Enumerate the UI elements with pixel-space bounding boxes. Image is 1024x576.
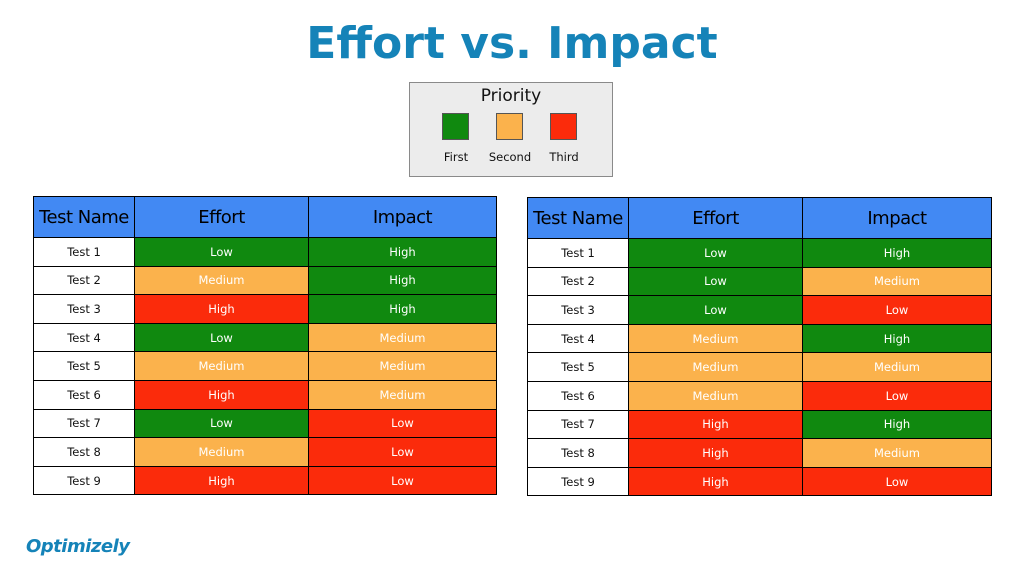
table-header-row: Test Name Effort Impact <box>33 196 497 238</box>
test-name-cell: Test 9 <box>527 466 629 497</box>
effort-cell: Medium <box>134 437 309 467</box>
impact-cell: High <box>802 409 992 440</box>
effort-cell: Medium <box>134 265 309 296</box>
table-header-row: Test Name Effort Impact <box>527 197 992 239</box>
table-row: Test 5 Medium Medium <box>33 351 497 381</box>
optimizely-logo: Optimizely <box>26 536 130 557</box>
header-impact: Impact <box>308 196 497 238</box>
legend-label-third: Third <box>549 150 579 164</box>
page-title: Effort vs. Impact <box>306 18 718 69</box>
header-test-name: Test Name <box>527 197 629 239</box>
header-effort: Effort <box>134 196 309 238</box>
test-name-cell: Test 7 <box>33 408 135 439</box>
swatch-first <box>442 113 469 140</box>
effort-impact-table-2: Test Name Effort Impact Test 1 Low High Tes… <box>527 197 992 497</box>
test-name-cell: Test 8 <box>33 437 135 467</box>
table-row: Test 9 High Low <box>527 466 992 497</box>
effort-cell: Medium <box>628 352 803 382</box>
impact-cell: Medium <box>308 379 497 410</box>
effort-cell: Medium <box>628 323 803 354</box>
swatch-third <box>550 113 577 140</box>
effort-cell: High <box>628 409 803 440</box>
table-row: Test 2 Low Medium <box>527 266 992 297</box>
test-name-cell: Test 1 <box>33 237 135 267</box>
impact-cell: Low <box>308 437 497 467</box>
table-row: Test 3 High High <box>33 294 497 324</box>
legend-label-second: Second <box>488 150 532 164</box>
table-row: Test 5 Medium Medium <box>527 352 992 382</box>
test-name-cell: Test 4 <box>527 323 629 354</box>
table-row: Test 7 High High <box>527 409 992 440</box>
effort-cell: Low <box>628 295 803 325</box>
header-effort: Effort <box>628 197 803 239</box>
test-name-cell: Test 9 <box>33 465 135 496</box>
impact-cell: Medium <box>802 266 992 297</box>
table-row: Test 4 Medium High <box>527 323 992 354</box>
effort-cell: Low <box>628 238 803 268</box>
effort-cell: Low <box>134 408 309 439</box>
effort-cell: Low <box>628 266 803 297</box>
table-row: Test 3 Low Low <box>527 295 992 325</box>
legend-label-first: First <box>443 150 469 164</box>
effort-cell: High <box>134 294 309 324</box>
test-name-cell: Test 1 <box>527 238 629 268</box>
effort-cell: High <box>628 466 803 497</box>
priority-legend: Priority First Second Third <box>409 82 613 177</box>
legend-title: Priority <box>480 86 542 106</box>
table-row: Test 4 Low Medium <box>33 322 497 353</box>
effort-cell: High <box>628 438 803 468</box>
impact-cell: High <box>308 237 497 267</box>
test-name-cell: Test 3 <box>527 295 629 325</box>
impact-cell: High <box>802 238 992 268</box>
impact-cell: Low <box>308 408 497 439</box>
impact-cell: High <box>802 323 992 354</box>
test-name-cell: Test 4 <box>33 322 135 353</box>
table-row: Test 6 High Medium <box>33 379 497 410</box>
impact-cell: Medium <box>308 322 497 353</box>
impact-cell: Low <box>802 466 992 497</box>
impact-cell: Low <box>802 295 992 325</box>
table-row: Test 1 Low High <box>33 237 497 267</box>
table-row: Test 8 High Medium <box>527 438 992 468</box>
test-name-cell: Test 5 <box>33 351 135 381</box>
effort-cell: Medium <box>628 380 803 411</box>
header-impact: Impact <box>802 197 992 239</box>
effort-cell: Medium <box>134 351 309 381</box>
table-row: Test 7 Low Low <box>33 408 497 439</box>
effort-cell: Low <box>134 237 309 267</box>
table-row: Test 1 Low High <box>527 238 992 268</box>
impact-cell: Medium <box>308 351 497 381</box>
effort-cell: High <box>134 465 309 496</box>
effort-impact-table-1: Test Name Effort Impact Test 1 Low High Tes… <box>33 196 497 496</box>
impact-cell: Low <box>802 380 992 411</box>
effort-cell: Low <box>134 322 309 353</box>
swatch-second <box>496 113 523 140</box>
test-name-cell: Test 5 <box>527 352 629 382</box>
impact-cell: Medium <box>802 352 992 382</box>
impact-cell: High <box>308 294 497 324</box>
table-row: Test 9 High Low <box>33 465 497 496</box>
impact-cell: High <box>308 265 497 296</box>
table-row: Test 8 Medium Low <box>33 437 497 467</box>
table-row: Test 6 Medium Low <box>527 380 992 411</box>
test-name-cell: Test 3 <box>33 294 135 324</box>
table-row: Test 2 Medium High <box>33 265 497 296</box>
test-name-cell: Test 6 <box>527 380 629 411</box>
effort-cell: High <box>134 379 309 410</box>
impact-cell: Low <box>308 465 497 496</box>
test-name-cell: Test 2 <box>527 266 629 297</box>
test-name-cell: Test 6 <box>33 379 135 410</box>
header-test-name: Test Name <box>33 196 135 238</box>
test-name-cell: Test 7 <box>527 409 629 440</box>
test-name-cell: Test 8 <box>527 438 629 468</box>
test-name-cell: Test 2 <box>33 265 135 296</box>
impact-cell: Medium <box>802 438 992 468</box>
